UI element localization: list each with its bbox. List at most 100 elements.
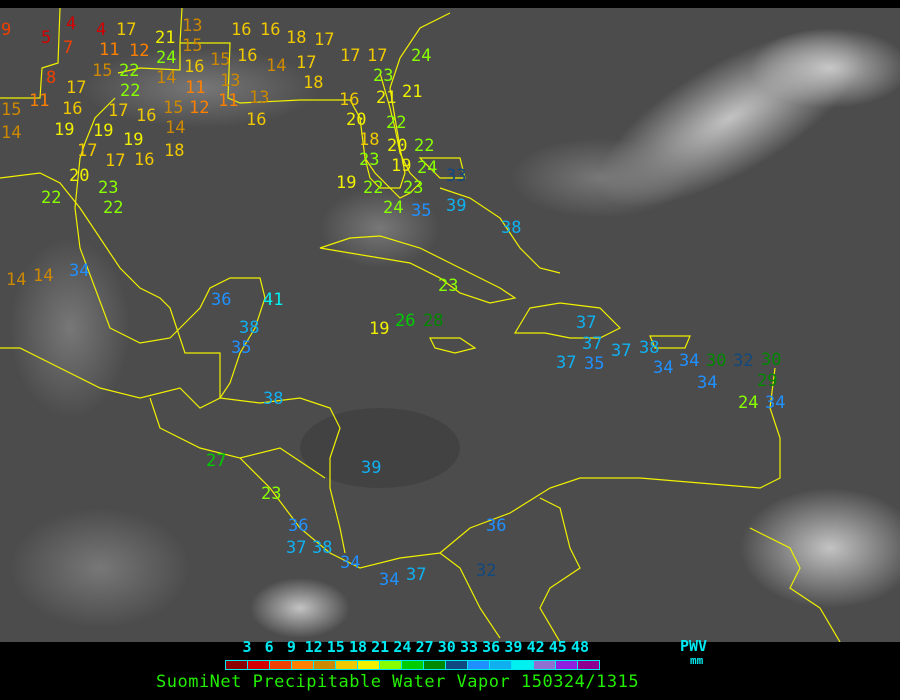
station-pwv-value: 29 bbox=[757, 371, 777, 391]
station-pwv-value: 17 bbox=[105, 151, 125, 171]
station-pwv-value: 16 bbox=[231, 20, 251, 40]
legend-swatch bbox=[314, 661, 336, 669]
legend-swatch bbox=[336, 661, 358, 669]
station-pwv-value: 34 bbox=[379, 570, 399, 590]
station-pwv-value: 38 bbox=[501, 218, 521, 238]
station-pwv-value: 38 bbox=[263, 389, 283, 409]
station-pwv-value: 17 bbox=[340, 46, 360, 66]
legend-tick: 12 bbox=[304, 638, 323, 656]
station-pwv-value: 17 bbox=[367, 46, 387, 66]
station-pwv-value: 22 bbox=[414, 136, 434, 156]
station-pwv-value: 34 bbox=[679, 351, 699, 371]
station-pwv-value: 36 bbox=[288, 516, 308, 536]
station-pwv-value: 37 bbox=[406, 565, 426, 585]
station-pwv-value: 37 bbox=[286, 538, 306, 558]
legend-color-bar bbox=[225, 660, 600, 670]
legend-swatch bbox=[534, 661, 556, 669]
station-pwv-value: 38 bbox=[239, 318, 259, 338]
station-pwv-value: 30 bbox=[706, 351, 726, 371]
station-pwv-value: 4 bbox=[96, 20, 106, 40]
station-pwv-value: 12 bbox=[189, 98, 209, 118]
station-pwv-value: 24 bbox=[738, 393, 758, 413]
station-pwv-value: 24 bbox=[411, 46, 431, 66]
legend-tick: 39 bbox=[504, 638, 523, 656]
station-pwv-value: 17 bbox=[108, 101, 128, 121]
station-pwv-value: 37 bbox=[576, 313, 596, 333]
legend-swatch bbox=[578, 661, 599, 669]
station-pwv-value: 23 bbox=[359, 150, 379, 170]
station-pwv-value: 11 bbox=[29, 91, 49, 111]
station-pwv-value: 35 bbox=[231, 338, 251, 358]
station-pwv-value: 13 bbox=[220, 71, 240, 91]
station-pwv-value: 22 bbox=[386, 113, 406, 133]
station-pwv-value: 15 bbox=[92, 61, 112, 81]
station-pwv-value: 35 bbox=[584, 354, 604, 374]
legend-swatch bbox=[248, 661, 270, 669]
station-pwv-value: 7 bbox=[63, 38, 73, 58]
station-pwv-value: 19 bbox=[123, 130, 143, 150]
station-pwv-value: 22 bbox=[41, 188, 61, 208]
legend-tick: 30 bbox=[437, 638, 456, 656]
station-pwv-value: 11 bbox=[99, 40, 119, 60]
legend-tick: 33 bbox=[459, 638, 479, 656]
station-pwv-value: 34 bbox=[69, 261, 89, 281]
station-pwv-value: 18 bbox=[359, 130, 379, 150]
station-pwv-value: 38 bbox=[639, 338, 659, 358]
station-pwv-value: 26 bbox=[395, 311, 415, 331]
station-pwv-value: 22 bbox=[103, 198, 123, 218]
station-pwv-value: 21 bbox=[376, 88, 396, 108]
station-pwv-value: 14 bbox=[6, 270, 26, 290]
legend-parameter: PWV bbox=[680, 637, 708, 655]
station-pwv-value: 16 bbox=[237, 46, 257, 66]
station-pwv-value: 22 bbox=[363, 178, 383, 198]
station-pwv-value: 14 bbox=[165, 118, 185, 138]
legend-swatch bbox=[446, 661, 468, 669]
station-pwv-value: 11 bbox=[185, 78, 205, 98]
legend-tick: 15 bbox=[326, 638, 345, 656]
station-pwv-value: 33 bbox=[446, 166, 466, 186]
station-pwv-value: 23 bbox=[403, 178, 423, 198]
station-pwv-value: 37 bbox=[582, 334, 602, 354]
station-pwv-value: 22 bbox=[120, 81, 140, 101]
station-pwv-value: 21 bbox=[155, 28, 175, 48]
station-pwv-value: 32 bbox=[733, 351, 753, 371]
station-pwv-value: 37 bbox=[556, 353, 576, 373]
legend-tick: 27 bbox=[415, 638, 434, 656]
station-pwv-value: 17 bbox=[314, 30, 334, 50]
station-pwv-value: 39 bbox=[446, 196, 466, 216]
station-pwv-value: 5 bbox=[41, 28, 51, 48]
legend-swatch bbox=[402, 661, 424, 669]
legend-swatch bbox=[358, 661, 380, 669]
station-pwv-value: 15 bbox=[210, 50, 230, 70]
station-pwv-value: 28 bbox=[423, 311, 443, 331]
station-pwv-value: 36 bbox=[211, 290, 231, 310]
station-pwv-value: 18 bbox=[286, 28, 306, 48]
legend-tick: 18 bbox=[348, 638, 368, 656]
station-pwv-value: 12 bbox=[129, 41, 149, 61]
legend-tick: 9 bbox=[286, 638, 296, 656]
station-pwv-value: 34 bbox=[697, 373, 717, 393]
station-pwv-value: 19 bbox=[54, 120, 74, 140]
legend-tick: 45 bbox=[548, 638, 567, 656]
color-legend: 3 6 9 12 15 18 21 24 27 30 33 36 39 42 45 48 PWV mm Suo… bbox=[0, 637, 900, 700]
station-pwv-value: 15 bbox=[182, 36, 202, 56]
legend-swatch bbox=[292, 661, 314, 669]
station-pwv-value: 4 bbox=[66, 14, 76, 34]
legend-tick: 48 bbox=[570, 638, 590, 656]
station-pwv-value: 14 bbox=[1, 123, 21, 143]
station-pwv-value: 32 bbox=[476, 561, 496, 581]
station-pwv-value: 39 bbox=[361, 458, 381, 478]
station-pwv-value: 19 bbox=[391, 156, 411, 176]
station-pwv-value: 24 bbox=[156, 48, 176, 68]
station-pwv-value: 19 bbox=[369, 319, 389, 339]
legend-tick: 36 bbox=[482, 638, 501, 656]
station-pwv-value: 23 bbox=[261, 484, 281, 504]
station-pwv-value: 22 bbox=[119, 61, 139, 81]
legend-swatch bbox=[270, 661, 292, 669]
station-pwv-value: 15 bbox=[1, 100, 21, 120]
station-pwv-value: 16 bbox=[134, 150, 154, 170]
station-pwv-value: 13 bbox=[249, 88, 269, 108]
station-pwv-value: 24 bbox=[417, 158, 437, 178]
